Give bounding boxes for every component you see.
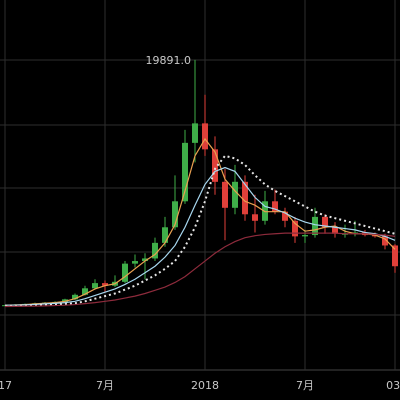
- candle-body: [252, 214, 258, 221]
- candle-body: [372, 235, 378, 237]
- x-tick-label: 2018: [191, 379, 219, 392]
- candle-body: [392, 245, 398, 267]
- candle-body: [312, 216, 318, 236]
- candle-body: [202, 123, 208, 150]
- candle-body: [102, 283, 108, 286]
- candle-body: [282, 211, 288, 221]
- moving-average-line: [4, 154, 396, 307]
- candle-body: [232, 181, 238, 208]
- x-tick-label: 03:: [386, 379, 400, 392]
- candle-body: [322, 216, 328, 228]
- peak-label: 19891.0: [146, 54, 192, 67]
- candle-body: [222, 181, 228, 208]
- candle-body: [172, 201, 178, 228]
- candle-body: [92, 283, 98, 289]
- candle-body: [212, 149, 218, 182]
- candle-body: [82, 288, 88, 295]
- candle-body: [122, 263, 128, 282]
- candle-body: [142, 258, 148, 262]
- candle-body: [292, 220, 298, 237]
- x-tick-label: 7月: [296, 379, 314, 392]
- candle-body: [332, 227, 338, 234]
- candle-body: [242, 181, 248, 215]
- moving-average-line: [4, 232, 396, 308]
- candle-body: [72, 294, 78, 300]
- moving-average-line: [4, 166, 396, 306]
- candle-body: [382, 236, 388, 246]
- candle-body: [132, 261, 138, 264]
- grid: [0, 59, 400, 316]
- candle-body: [152, 242, 158, 259]
- x-tick-label: 17: [0, 379, 12, 392]
- candle-body: [62, 299, 68, 302]
- candle-body: [272, 201, 278, 212]
- candle-body: [182, 142, 188, 202]
- candle-body: [192, 123, 198, 143]
- candle-body: [162, 227, 168, 243]
- candle-body: [302, 235, 308, 237]
- candle-body: [352, 232, 358, 234]
- x-tick-label: 7月: [96, 379, 114, 392]
